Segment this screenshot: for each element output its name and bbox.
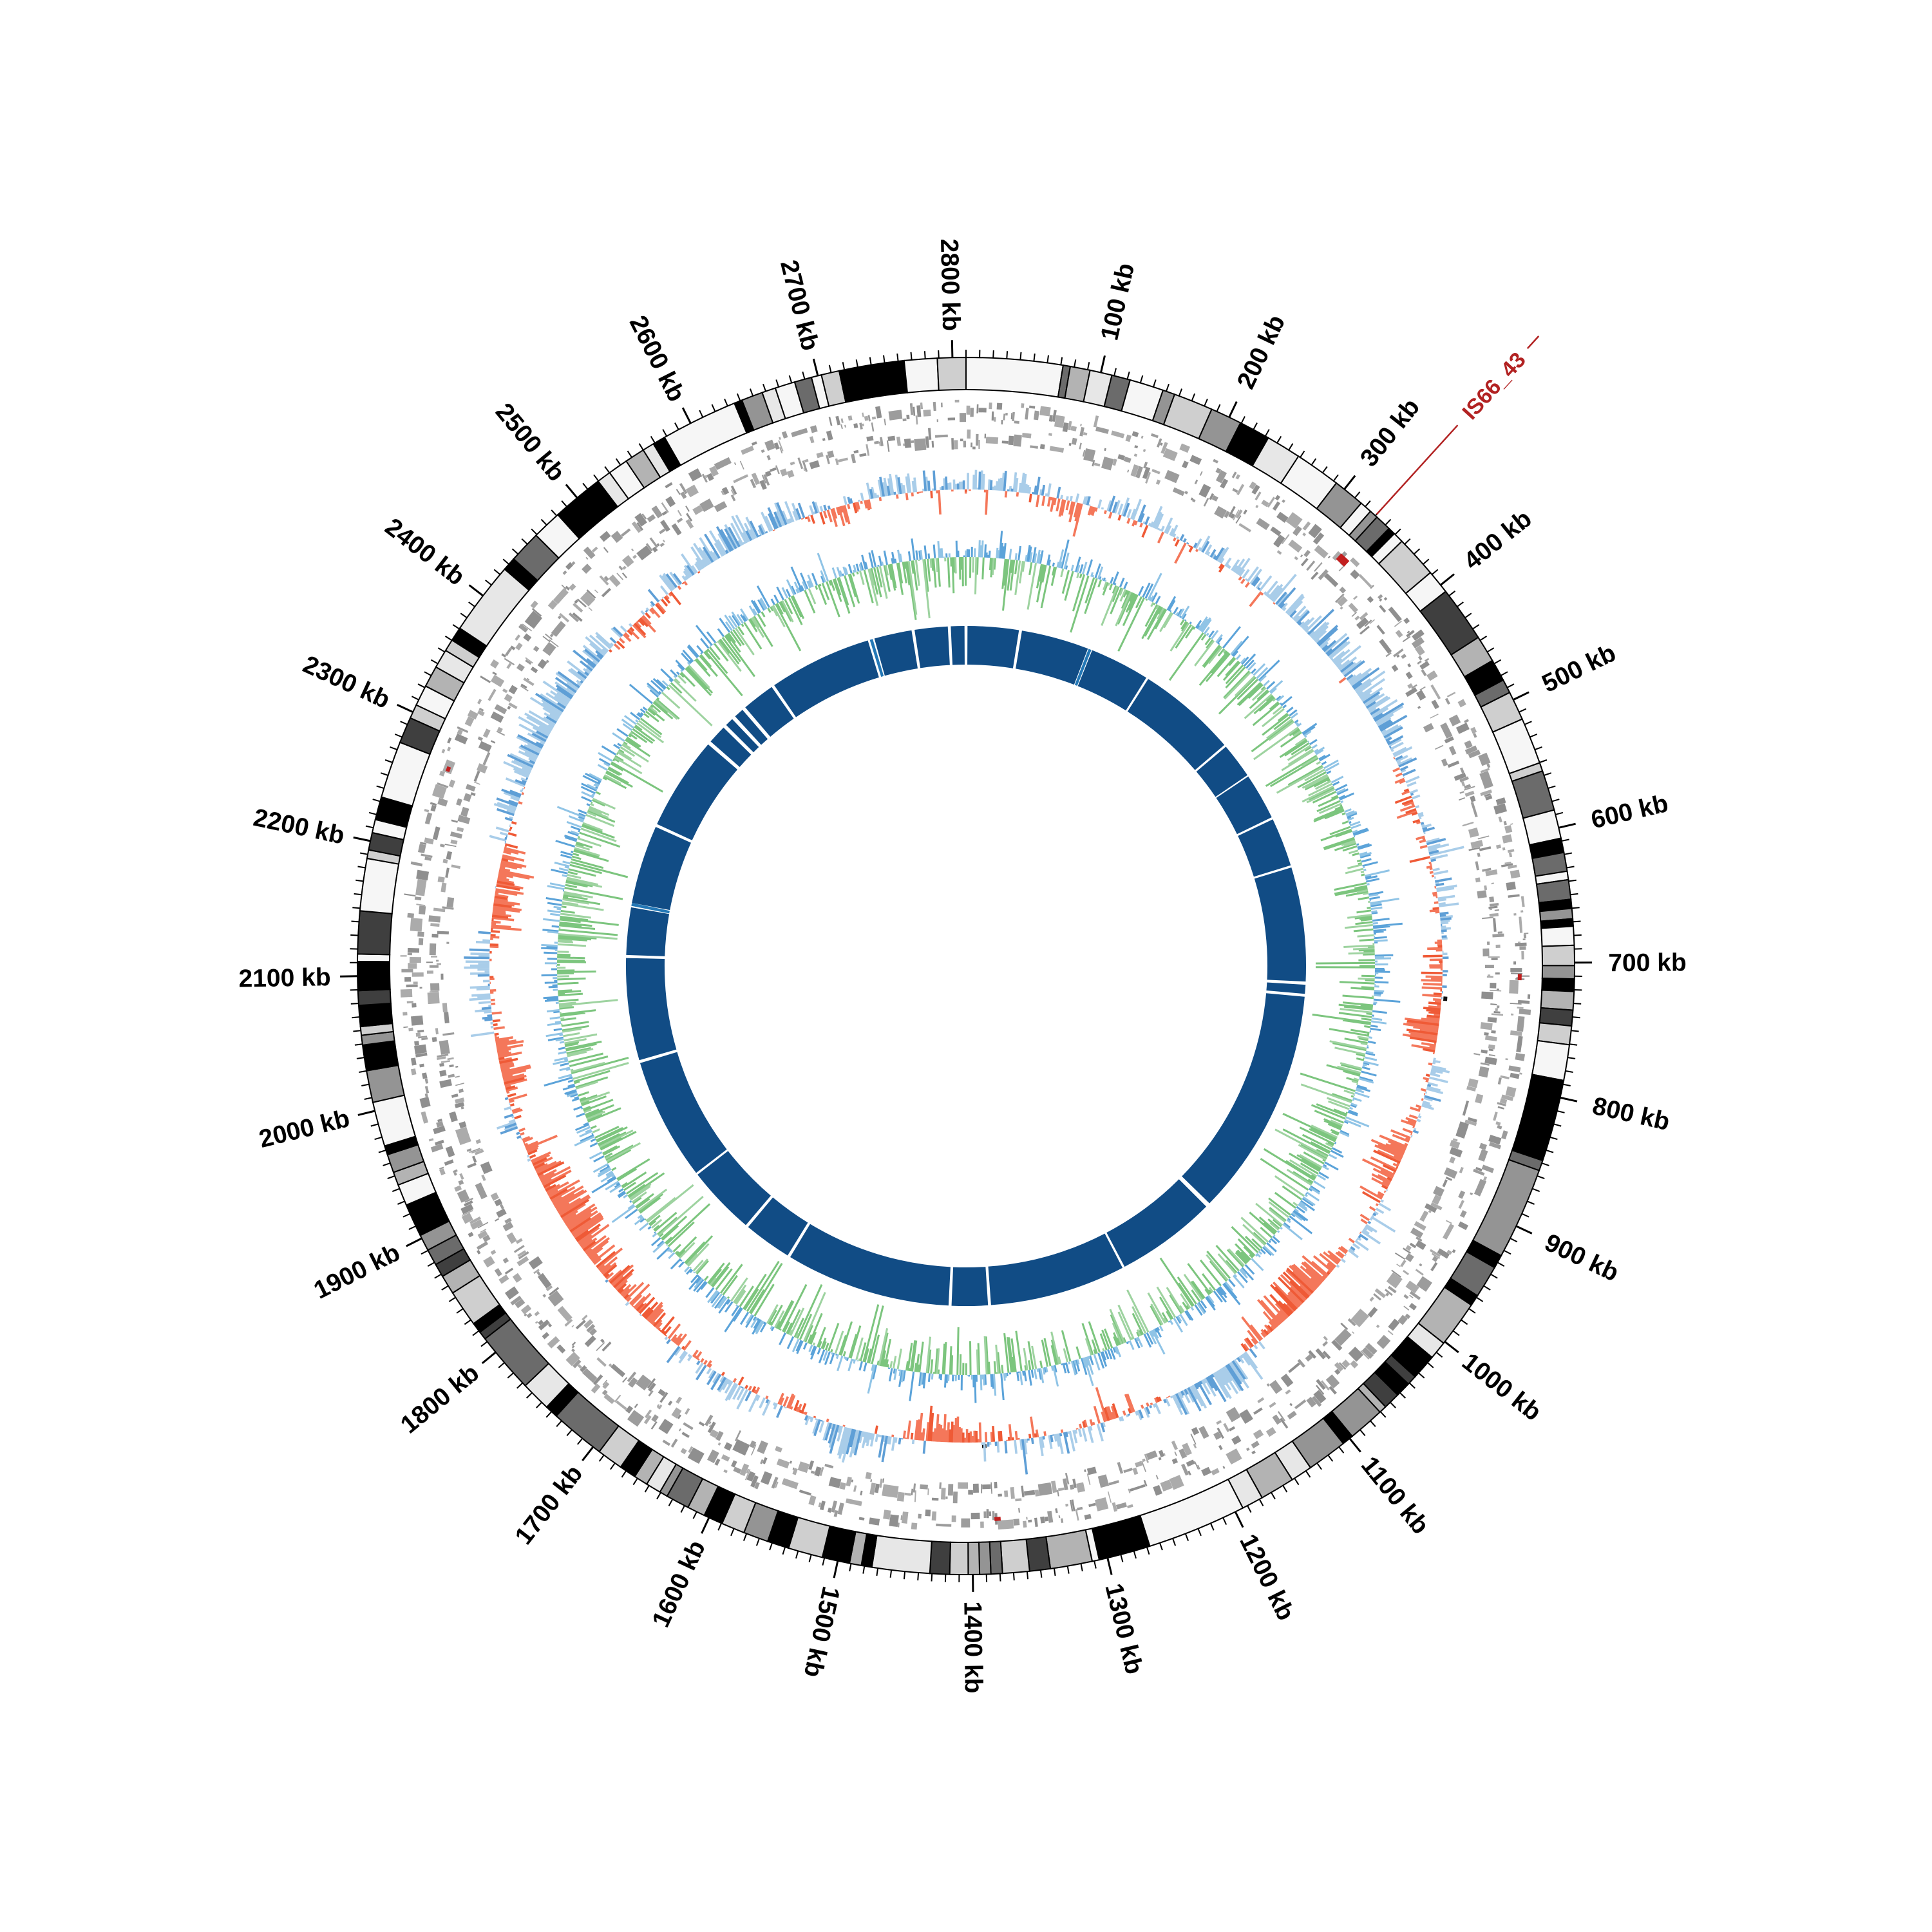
tick-label-400: 400 kb xyxy=(1459,505,1537,576)
tick-marks xyxy=(340,340,1593,1592)
tick-label-2800: 2800 kb xyxy=(935,238,965,331)
tick-label-1400: 1400 kb xyxy=(958,1601,987,1694)
tick-label-900: 900 kb xyxy=(1540,1229,1623,1287)
tick-label-2100: 2100 kb xyxy=(238,963,331,992)
tick-label-1200: 1200 kb xyxy=(1234,1530,1300,1625)
tick-label-100: 100 kb xyxy=(1095,261,1140,343)
gene-track-forward xyxy=(400,399,1531,1530)
annotation-label: IS66_43 xyxy=(1457,348,1530,424)
gene-track-reverse xyxy=(426,428,1504,1504)
tick-label-1800: 1800 kb xyxy=(395,1359,484,1439)
alignment-ring xyxy=(625,626,1306,1307)
tick-labels: 100 kb 200 kb 300 kb 400 kb 500 kb 600 kb 700 … xyxy=(238,238,1687,1693)
tick-label-800: 800 kb xyxy=(1590,1092,1672,1136)
tick-label-2200: 2200 kb xyxy=(251,804,347,850)
tick-label-1300: 1300 kb xyxy=(1099,1581,1148,1677)
tick-label-500: 500 kb xyxy=(1538,639,1620,698)
gc-skew-track xyxy=(464,469,1464,1475)
tick-label-1500: 1500 kb xyxy=(799,1584,845,1680)
tick-label-300: 300 kb xyxy=(1355,393,1425,472)
tick-label-2400: 2400 kb xyxy=(380,513,470,591)
tick-label-2600: 2600 kb xyxy=(624,311,690,406)
annotation-leader-line xyxy=(1376,336,1540,515)
tick-label-700: 700 kb xyxy=(1608,949,1687,977)
gc-content-track xyxy=(541,531,1403,1403)
ideogram-ring xyxy=(356,356,1576,1576)
tick-label-1600: 1600 kb xyxy=(647,1537,711,1632)
tick-label-1100: 1100 kb xyxy=(1356,1452,1434,1540)
tick-label-2500: 2500 kb xyxy=(490,398,570,487)
tick-label-1700: 1700 kb xyxy=(510,1460,589,1549)
tick-label-2000: 2000 kb xyxy=(256,1104,352,1153)
tick-label-600: 600 kb xyxy=(1589,790,1671,834)
tick-label-2700: 2700 kb xyxy=(775,257,824,353)
tick-label-1900: 1900 kb xyxy=(310,1238,404,1305)
tick-label-2300: 2300 kb xyxy=(299,650,394,714)
tick-label-200: 200 kb xyxy=(1232,310,1291,393)
tick-label-1000: 1000 kb xyxy=(1457,1348,1546,1426)
